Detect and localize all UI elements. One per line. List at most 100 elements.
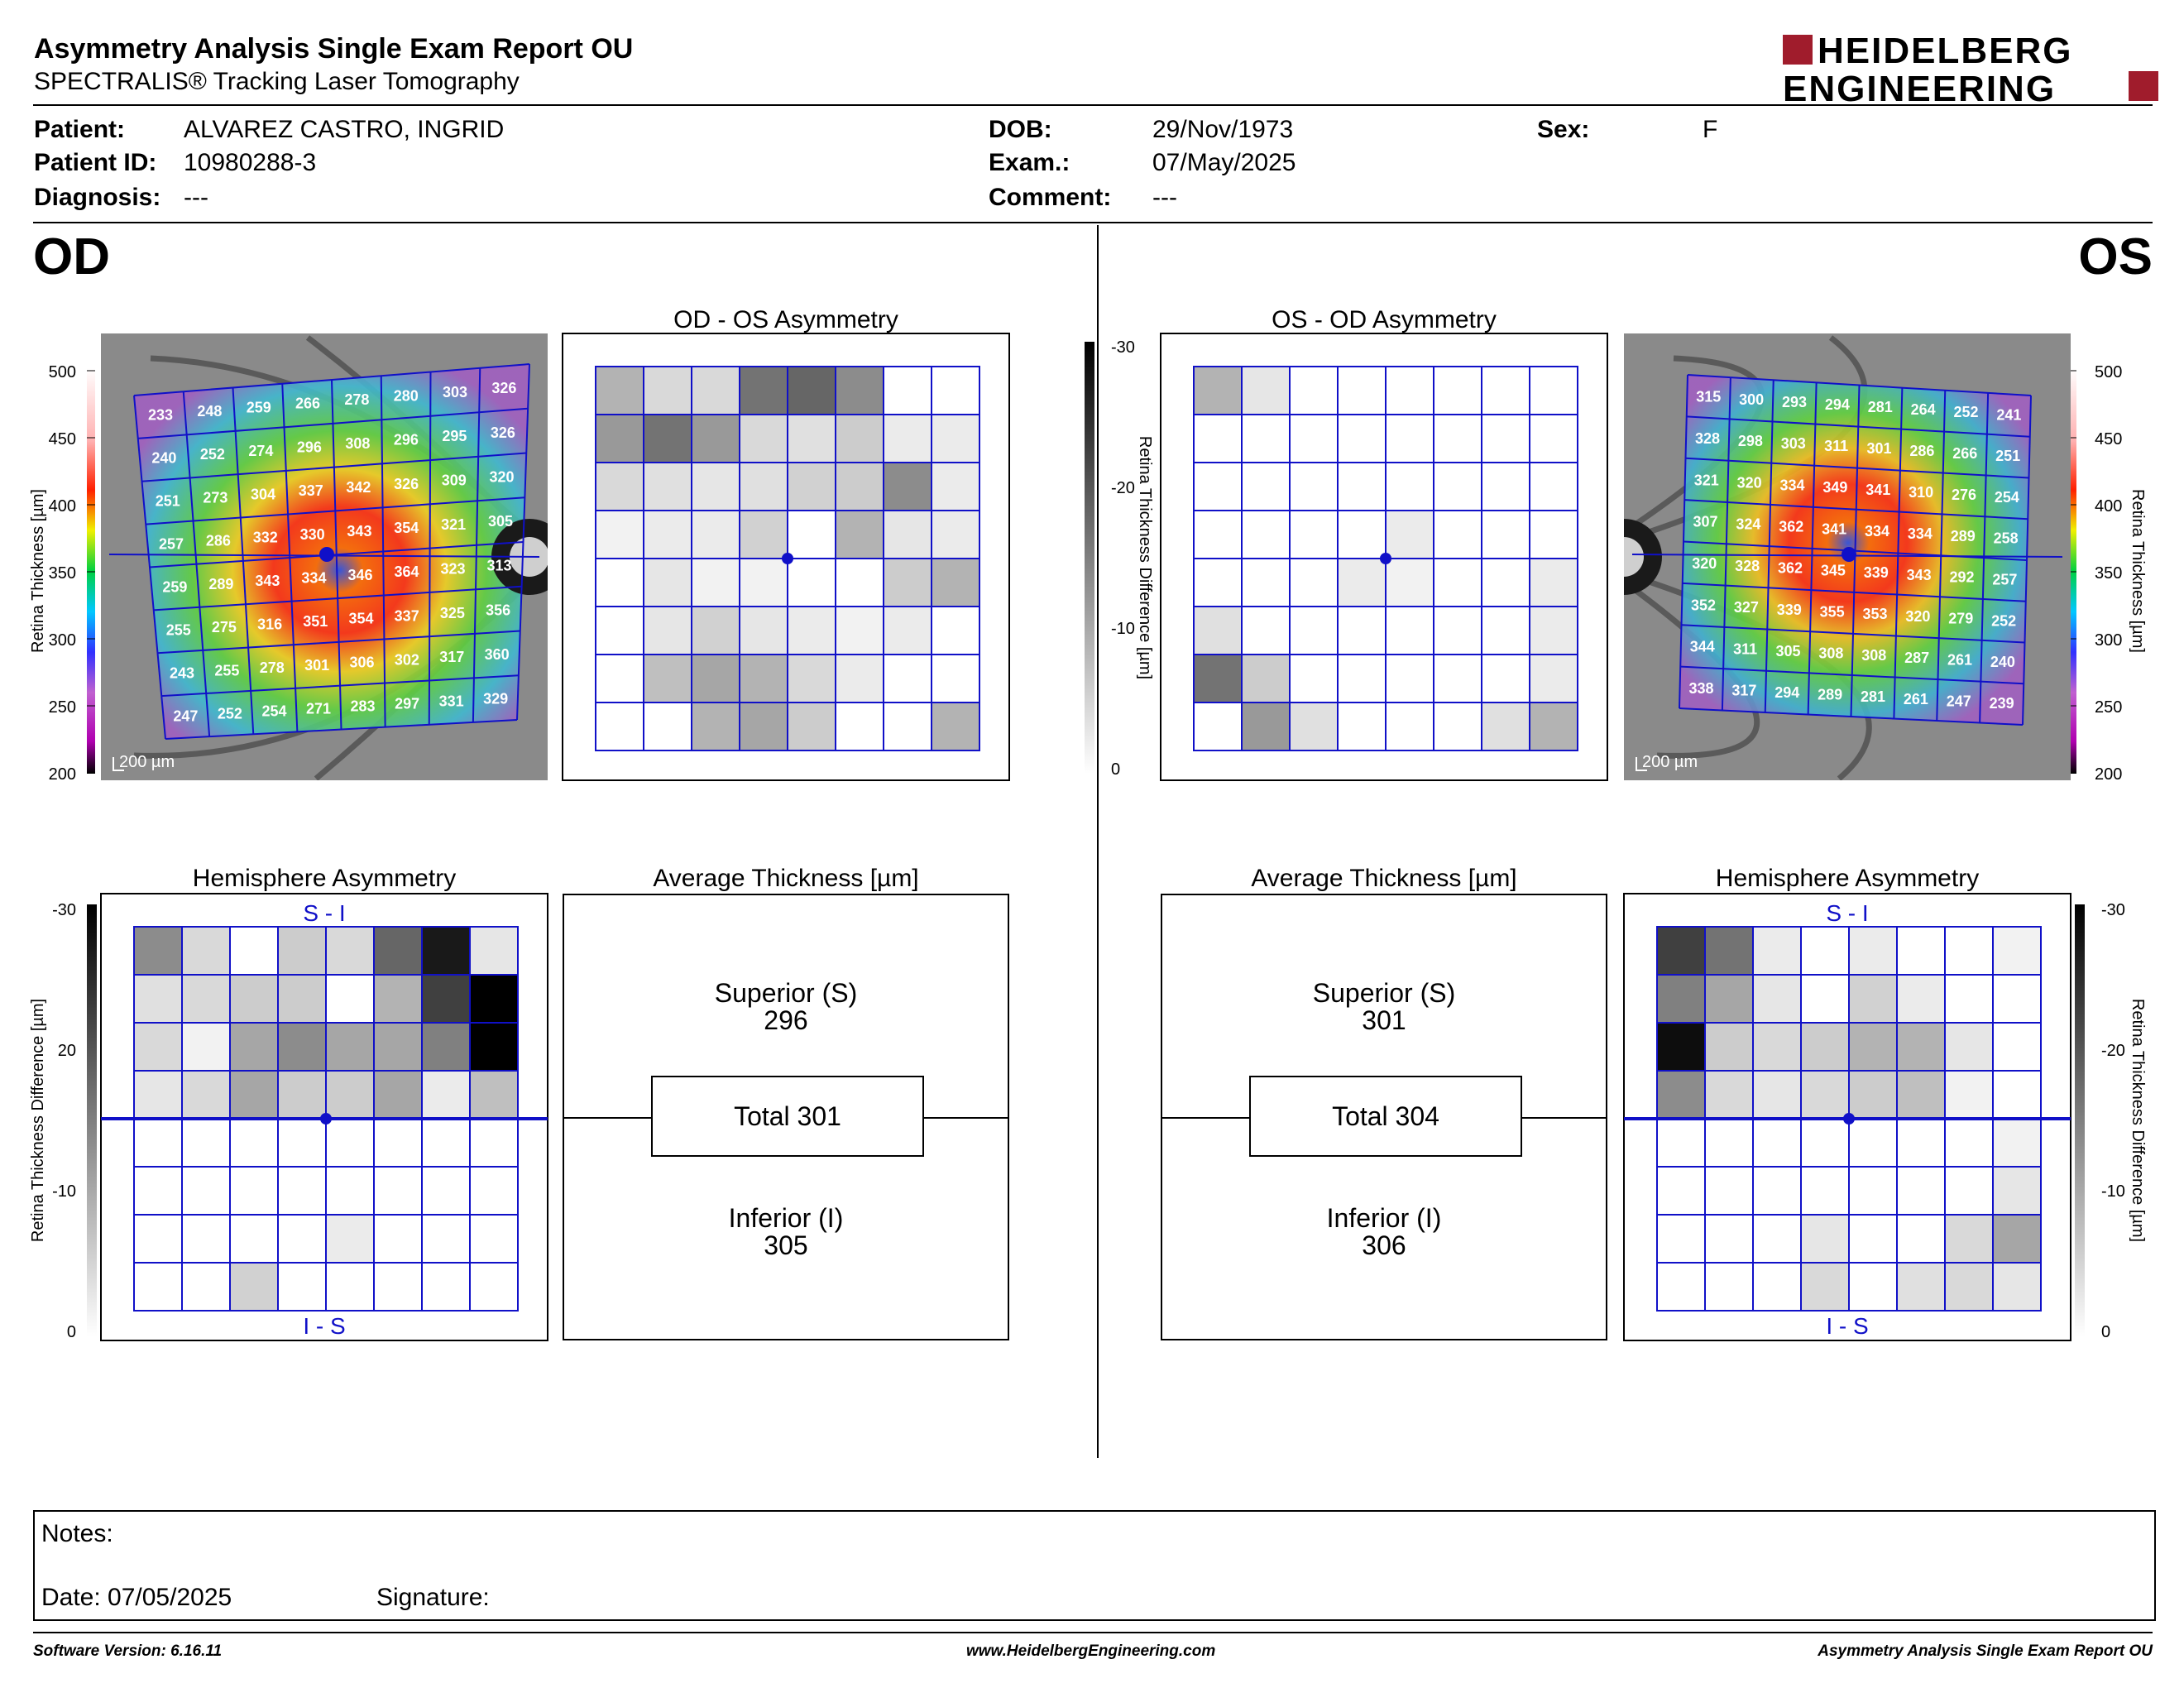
os-fundus-optic-cup [1624, 537, 1644, 577]
os-superior-label: Superior (S) [1312, 978, 1456, 1008]
os-fundus-grid-line [1680, 665, 2024, 685]
os-asymmetry-grid-cell [1289, 462, 1339, 511]
od-hemisphere-grid-cell [469, 1262, 519, 1312]
dob-value: 29/Nov/1973 [1152, 116, 1294, 143]
os-fundus-cell-value: 353 [1863, 606, 1888, 622]
od-fundus-cell-value: 326 [491, 380, 516, 396]
od-hemisphere-grid-cell [181, 1166, 231, 1216]
os-fundus-cell-value: 254 [1995, 489, 2019, 506]
od-hemisphere-grid-cell [325, 926, 375, 976]
od-superior-value: 296 [764, 1005, 808, 1035]
os-fundus-grid-line [1979, 392, 1990, 723]
os-inferior-value: 306 [1362, 1230, 1406, 1260]
os-hemisphere-grid-cell [1896, 974, 1946, 1024]
od-fundus-cell-value: 304 [251, 486, 275, 502]
os-superior-value: 301 [1362, 1005, 1406, 1035]
od-fundus-cell-value: 313 [487, 558, 512, 574]
od-fundus-cell-value: 356 [486, 602, 510, 618]
od-hemisphere-grid-cell [229, 1262, 279, 1312]
od-hemisphere-grid-cell [469, 1070, 519, 1120]
od-hemisphere-grid-cell [469, 1166, 519, 1216]
od-thickness-tick: 250 [49, 698, 76, 717]
od-fundus-cell-value: 364 [394, 563, 419, 580]
os-hemisphere-grid-cell [1704, 1070, 1754, 1120]
od-hemisphere-grid-top-label: S - I [303, 900, 345, 926]
os-hemisphere-grid-cell [1944, 974, 1994, 1024]
od-inferior-value: 305 [764, 1230, 808, 1260]
os-hemisphere-grid-cell [1992, 974, 2042, 1024]
od-hemisphere-grid-cell [229, 1166, 279, 1216]
os-fundus-cell-value: 311 [1824, 438, 1848, 454]
os-asymmetry-grid-cell [1289, 414, 1339, 463]
os-asymmetry-grid-cell [1433, 558, 1482, 607]
os-fundus-grid-line [1893, 387, 1904, 719]
od-fundus-cell-value: 286 [206, 533, 231, 549]
od-fundus-cell-value: 280 [394, 387, 419, 404]
od-fundus: 233 248 259 266 278 280 303 326 240 252 274 296 308 2… [101, 333, 548, 780]
od-fundus-cell-value: 243 [170, 665, 194, 682]
od-fundus-cell-value: 257 [159, 536, 184, 553]
os-hemisphere-grid-cell [1944, 1118, 1994, 1168]
od-hemisphere-grid-cell [373, 1166, 423, 1216]
os-fundus-cell-value: 281 [1868, 399, 1893, 415]
od-hemisphere-grid-cell [229, 1070, 279, 1120]
os-hemisphere-grid-cell [1800, 1070, 1850, 1120]
os-hemi-diff-tick: -10 [2101, 1182, 2125, 1201]
notes-box[interactable]: Notes: Date: 07/05/2025 Signature: [33, 1510, 2156, 1621]
os-fundus-cell-value: 240 [1990, 654, 2015, 670]
od-fundus-cell-value: 259 [162, 579, 187, 596]
od-asymmetry-grid-cell [835, 366, 884, 415]
os-average-title: Average Thickness [µm] [1251, 865, 1517, 892]
os-hemisphere-grid-cell [1848, 1262, 1898, 1312]
od-asymmetry-grid-cell [595, 558, 644, 607]
os-hemisphere-grid-cell [1656, 1118, 1706, 1168]
os-fundus-cell-value: 276 [1952, 487, 1976, 503]
od-hemisphere-grid-cell [277, 1118, 327, 1168]
os-asymmetry-grid-cell [1433, 654, 1482, 703]
od-fundus-cell-value: 302 [395, 651, 419, 668]
od-asymmetry-grid-cell [835, 510, 884, 559]
od-hemisphere-grid-cell [277, 1214, 327, 1264]
od-fundus-cell-value: 343 [255, 573, 280, 589]
os-fundus-cell-value: 258 [1994, 530, 2019, 547]
od-asymmetry-grid-cell [691, 510, 740, 559]
os-hemisphere-grid-cell [1656, 926, 1706, 976]
os-asymmetry-grid-cell [1193, 606, 1243, 655]
os-hemisphere-grid-cell [1944, 1166, 1994, 1216]
od-hemisphere-grid-cell [373, 974, 423, 1024]
os-asymmetry-grid-cell [1385, 366, 1434, 415]
os-hemisphere-grid-cell [1800, 1118, 1850, 1168]
os-hemisphere-grid-cell [1656, 1022, 1706, 1072]
od-asymmetry-grid-cell [643, 462, 692, 511]
notes-label: Notes: [41, 1520, 113, 1547]
od-fundus-cell-value: 332 [253, 530, 278, 546]
website-link[interactable]: www.HeidelbergEngineering.com [966, 1642, 1216, 1660]
os-fundus-grid-line [1682, 582, 2026, 602]
os-fundus-cell-value: 281 [1861, 688, 1885, 705]
od-asymmetry-grid-cell [643, 606, 692, 655]
od-hemisphere-grid-cell [373, 1214, 423, 1264]
od-asymmetry-grid-cell [835, 414, 884, 463]
software-version: Software Version: 6.16.11 [33, 1642, 223, 1660]
od-total: Total 301 [651, 1076, 924, 1157]
od-asymmetry-grid-cell [739, 702, 788, 751]
os-fundus-cell-value: 345 [1821, 562, 1846, 578]
os-asymmetry-grid-cell [1529, 366, 1578, 415]
od-asymmetry-grid-cell [835, 558, 884, 607]
os-asymmetry-grid-cell [1241, 606, 1291, 655]
od-hemisphere-grid-cell [421, 1070, 471, 1120]
od-fundus-cell-value: 317 [439, 649, 464, 665]
od-asymmetry-grid-cell [739, 510, 788, 559]
os-fundus-cell-value: 287 [1904, 650, 1929, 666]
os-asymmetry-grid-cell [1193, 654, 1243, 703]
os-thickness-tick: 200 [2095, 765, 2122, 784]
od-asymmetry-grid-cell [787, 558, 836, 607]
os-fundus-image: 315 300 293 294 281 264 252 241 328 298 303 311 301 2… [1624, 333, 2071, 780]
os-fundus-cell-value: 324 [1736, 516, 1760, 533]
os-asymmetry-grid-cell [1385, 558, 1434, 607]
od-hemi-diff-axis-title: Retina Thickness Difference [µm] [29, 999, 47, 1242]
od-thickness-tick: 400 [49, 497, 76, 516]
od-hemi-diff-tick: 20 [58, 1042, 76, 1060]
od-asymmetry-grid-cell [595, 702, 644, 751]
os-average-panel: Superior (S) 301 Total 304 Inferior (I) … [1161, 894, 1607, 1340]
